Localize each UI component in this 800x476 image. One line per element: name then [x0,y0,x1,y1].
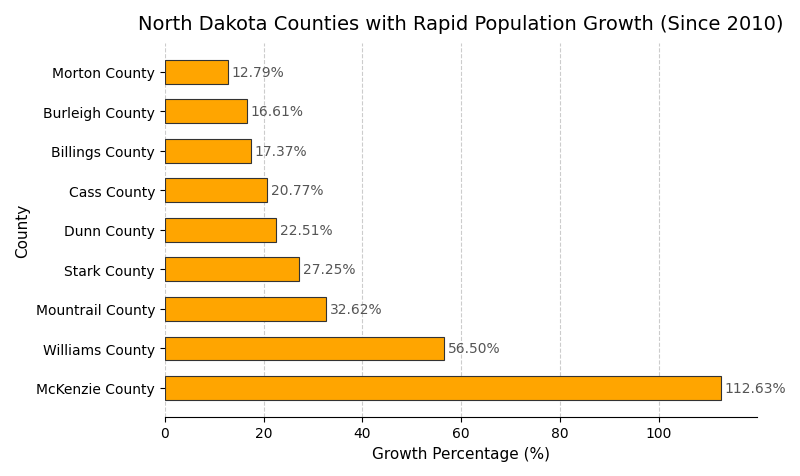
X-axis label: Growth Percentage (%): Growth Percentage (%) [372,446,550,461]
Text: 16.61%: 16.61% [250,105,304,119]
Bar [165,218,276,242]
Text: 56.50%: 56.50% [448,342,500,356]
Text: 27.25%: 27.25% [303,263,356,277]
Title: North Dakota Counties with Rapid Population Growth (Since 2010): North Dakota Counties with Rapid Populat… [138,15,784,34]
Bar [165,258,299,282]
Y-axis label: County: County [15,203,30,258]
Bar [165,139,250,163]
Text: 112.63%: 112.63% [725,381,786,395]
Bar [165,337,444,360]
Text: 17.37%: 17.37% [254,145,307,159]
Bar [165,100,246,124]
Text: 20.77%: 20.77% [271,184,324,198]
Text: 22.51%: 22.51% [280,223,333,238]
Bar [165,298,326,321]
Bar [165,376,721,400]
Text: 32.62%: 32.62% [330,302,382,316]
Bar [165,179,267,203]
Text: 12.79%: 12.79% [232,66,285,79]
Bar [165,61,228,84]
